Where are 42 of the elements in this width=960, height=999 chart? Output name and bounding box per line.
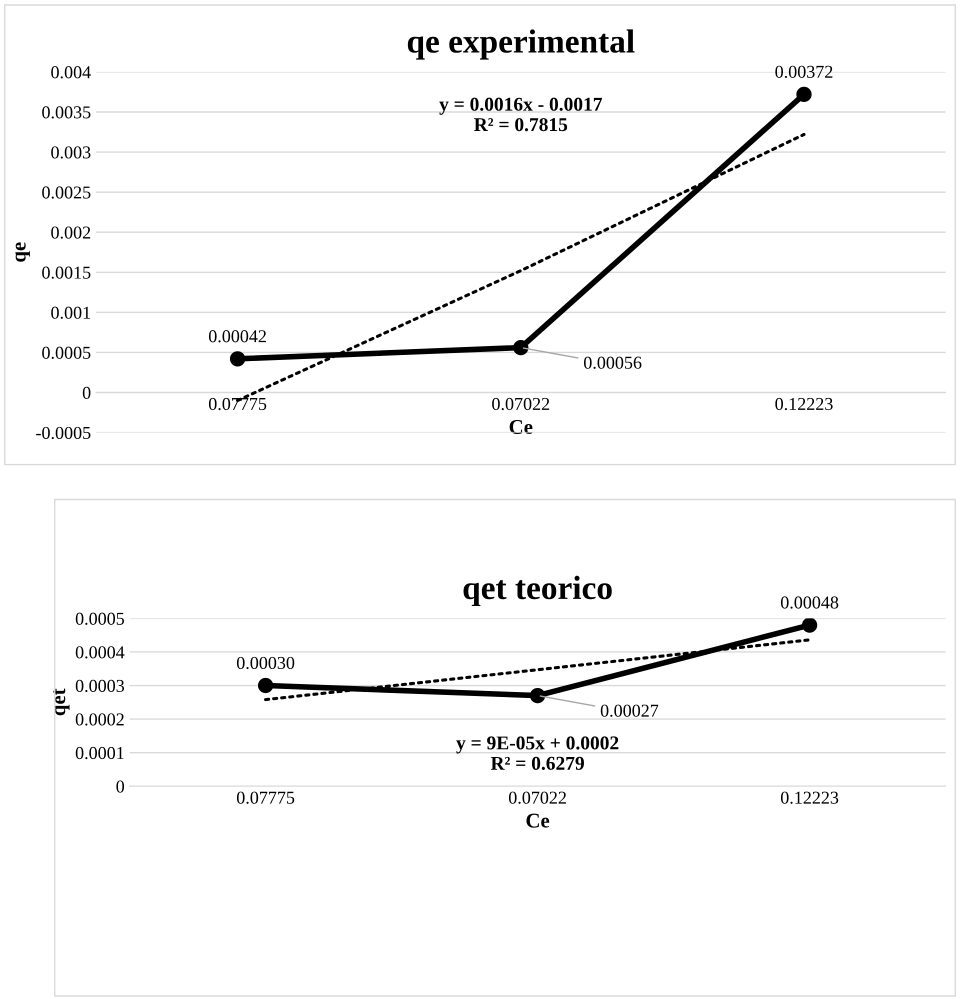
- y-tick-label: 0.0035: [42, 106, 90, 119]
- y-axis-title: qe: [15, 242, 30, 262]
- y-tick-label: -0.0005: [36, 426, 90, 440]
- chart-title: qe experimental: [408, 29, 635, 60]
- y-tick-label: 0.0005: [76, 612, 124, 625]
- y-tick-label: 0.0003: [76, 680, 124, 692]
- x-tick-label: 0.12223: [780, 792, 838, 804]
- point: [230, 351, 246, 366]
- x-tick-label: 0.12223: [775, 398, 833, 410]
- point: [530, 688, 546, 704]
- y-tick-label: 0.0002: [76, 713, 124, 726]
- y-tick-label: 0.002: [51, 226, 90, 239]
- annotation: y = 0.0016x - 0.0017 R² = 0.7815: [439, 98, 602, 132]
- x-tick-label: 0.07775: [236, 792, 294, 804]
- x-axis-title: Ce: [526, 814, 550, 828]
- data-label: 0.00048: [780, 596, 838, 609]
- y-tick-label: 0.001: [51, 306, 90, 319]
- x-tick-label: 0.07022: [492, 398, 550, 410]
- x-axis-title: Ce: [510, 420, 532, 434]
- x-tick-label: 0.07022: [508, 792, 566, 804]
- point: [513, 340, 528, 356]
- point: [258, 678, 274, 694]
- point: [802, 618, 818, 633]
- y-tick-label: 0.0015: [42, 266, 90, 279]
- y-tick-label: 0: [82, 386, 90, 399]
- data-label: 0.00030: [236, 656, 294, 670]
- data-label: 0.00056: [584, 356, 642, 369]
- y-tick-label: 0: [116, 780, 124, 793]
- y-tick-label: 0.004: [51, 66, 91, 78]
- y-tick-label: 0.0005: [42, 346, 90, 359]
- data-label: 0.00027: [600, 704, 658, 717]
- y-axis-title: qet: [53, 688, 70, 716]
- data-label: 0.00372: [775, 66, 832, 78]
- x-tick-label: 0.07775: [208, 398, 266, 410]
- y-tick-label: 0.0004: [76, 646, 124, 658]
- chart-title: qet teorico: [464, 576, 612, 606]
- y-tick-label: 0.0025: [42, 186, 90, 199]
- annotation: y = 9E-05x + 0.0002 R² = 0.6279: [456, 736, 618, 770]
- point: [796, 86, 812, 102]
- y-tick-label: 0.003: [51, 146, 90, 159]
- data-label: 0.00042: [208, 330, 266, 342]
- y-tick-label: 0.0001: [76, 746, 124, 760]
